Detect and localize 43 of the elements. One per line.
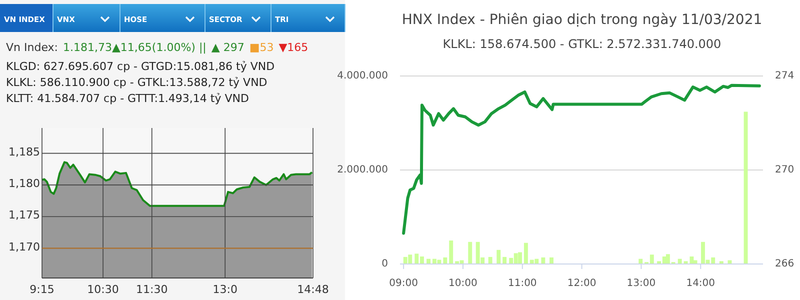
- text: Vn Index:: [6, 41, 58, 54]
- y-tick-label: 2.000.000: [337, 164, 388, 176]
- bar: [449, 240, 454, 264]
- y-tick-label: 1,185: [8, 145, 40, 158]
- text: 1.181,73▲11,65(1.00%) ||: [62, 41, 206, 54]
- x-tick-label: 14:48: [297, 283, 329, 296]
- bar: [550, 257, 554, 264]
- bar: [443, 257, 448, 264]
- text: ▼165: [278, 41, 308, 54]
- x-tick-label: 13:00: [626, 278, 656, 289]
- text: ▲ 297: [211, 41, 244, 54]
- bar: [541, 257, 546, 264]
- x-tick-label: 13:0: [212, 283, 238, 296]
- x-tick-label: 10:30: [87, 283, 119, 296]
- y2-tick-label: 274: [775, 70, 794, 82]
- text: KLGD: 627.695.607 cp - GTGD:15.081,86 tỷ VND: [6, 60, 275, 73]
- bar: [468, 242, 472, 264]
- y-tick-label: 4.000.000: [337, 70, 388, 82]
- x-tick-label: 12:00: [567, 278, 596, 289]
- chart-subtitle: KLKL: 158.674.500 - GTKL: 2.572.331.740.000: [442, 37, 722, 51]
- line-series: [402, 84, 761, 235]
- y-tick-label: 1,175: [8, 208, 40, 222]
- x-tick-label: 11:30: [136, 283, 168, 296]
- bar: [496, 250, 501, 264]
- x-tick-label: 10:00: [448, 278, 478, 289]
- text: ■53: [249, 41, 274, 54]
- x-tick-label: 09:00: [389, 278, 418, 289]
- y-tick-label: 1,180: [8, 176, 40, 190]
- bar: [690, 256, 694, 264]
- text: KLTT: 41.584.707 cp - GTTT:1.493,14 tỷ VND: [6, 92, 249, 105]
- y2-tick-label: 266: [775, 258, 794, 270]
- x-tick-label: 9:15: [30, 283, 54, 296]
- x-tick-label: 11:00: [508, 278, 537, 289]
- bar: [518, 252, 522, 264]
- bar: [502, 256, 507, 264]
- x-tick-label: 14:00: [686, 278, 716, 289]
- chart-title: HNX Index - Phiên giao dịch trong ngày 11/03/2021: [402, 12, 762, 28]
- bar: [488, 256, 492, 264]
- y-tick-label: 1,170: [8, 240, 40, 254]
- y-tick-label: 0: [382, 258, 388, 270]
- y2-tick-label: 270: [775, 164, 794, 176]
- bar: [524, 242, 528, 264]
- text: KLKL: 586.110.900 cp - GTKL:13.588,72 tỷ VND: [6, 76, 268, 89]
